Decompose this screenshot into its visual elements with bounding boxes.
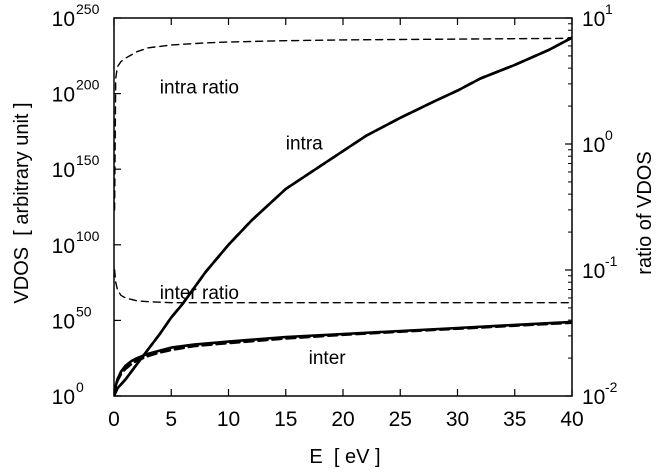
x-tick-label: 35 xyxy=(503,408,526,431)
x-tick-label: 10 xyxy=(217,408,240,431)
y-tick-label: 10 150 xyxy=(52,152,100,182)
series-line-inter-dashed xyxy=(114,321,572,396)
y-axis-title: VDOS [ arbitrary unit ] xyxy=(11,102,33,303)
annotation-intra-ratio: intra ratio xyxy=(160,78,239,99)
x-axis-title: E [ eV ] xyxy=(309,446,380,468)
y2-tick-base: 10 xyxy=(582,8,605,31)
y2-tick-exponent: -1 xyxy=(605,253,618,269)
y-tick-label: 10 250 xyxy=(52,1,100,31)
y2-tick-exponent: -2 xyxy=(605,379,618,395)
y2-tick-base: 10 xyxy=(582,134,605,157)
y-tick-exponent: 200 xyxy=(76,77,100,93)
annotation-layer: intra ratio intra inter ratio inter xyxy=(160,78,346,370)
x-tick-label: 30 xyxy=(446,408,469,431)
y2-tick-label: 10 0 xyxy=(582,127,613,157)
y-tick-label: 10 0 xyxy=(52,379,84,409)
y-tick-label: 10 50 xyxy=(52,303,92,333)
y-tick-base: 10 xyxy=(52,84,75,107)
x-tick-label: 5 xyxy=(165,408,177,431)
x-tick-label: 15 xyxy=(274,408,297,431)
y-tick-exponent: 150 xyxy=(76,152,100,168)
y-tick-exponent: 0 xyxy=(76,379,84,395)
y-tick-base: 10 xyxy=(52,310,75,333)
series-line-intra-ratio-dashed xyxy=(114,37,572,211)
y2-tick-exponent: 1 xyxy=(605,1,613,17)
y2-tick-base: 10 xyxy=(582,386,605,409)
y-tick-base: 10 xyxy=(52,8,75,31)
y-tick-exponent: 50 xyxy=(76,303,92,319)
series-line-intra-dashed xyxy=(114,36,572,396)
annotation-inter-ratio: inter ratio xyxy=(160,283,239,304)
plot-border xyxy=(113,17,573,397)
x-tick-label: 40 xyxy=(560,408,583,431)
y2-tick-exponent: 0 xyxy=(605,127,613,143)
y-tick-base: 10 xyxy=(52,386,75,409)
plot-frame xyxy=(113,17,573,397)
x-tick-label: 0 xyxy=(108,408,120,431)
y-tick-base: 10 xyxy=(52,235,75,258)
y2-tick-label: 10 1 xyxy=(582,1,613,31)
y-tick-label: 10 100 xyxy=(52,228,100,258)
y2-tick-label: 10 -1 xyxy=(582,253,618,283)
series-layer xyxy=(114,36,572,396)
y2-tick-base: 10 xyxy=(582,260,605,283)
y-tick-exponent: 250 xyxy=(76,1,100,17)
y-tick-base: 10 xyxy=(52,159,75,182)
x-tick-label: 25 xyxy=(389,408,412,431)
y-tick-exponent: 100 xyxy=(76,228,100,244)
y-tick-label: 10 200 xyxy=(52,77,100,107)
annotation-inter: inter xyxy=(309,348,347,369)
y2-axis-title: ratio of VDOS xyxy=(634,151,656,274)
y2-tick-label: 10 -2 xyxy=(582,379,618,409)
x-tick-label: 20 xyxy=(331,408,354,431)
annotation-intra: intra xyxy=(286,134,323,155)
series-line-inter-ratio-dashed xyxy=(114,269,572,304)
